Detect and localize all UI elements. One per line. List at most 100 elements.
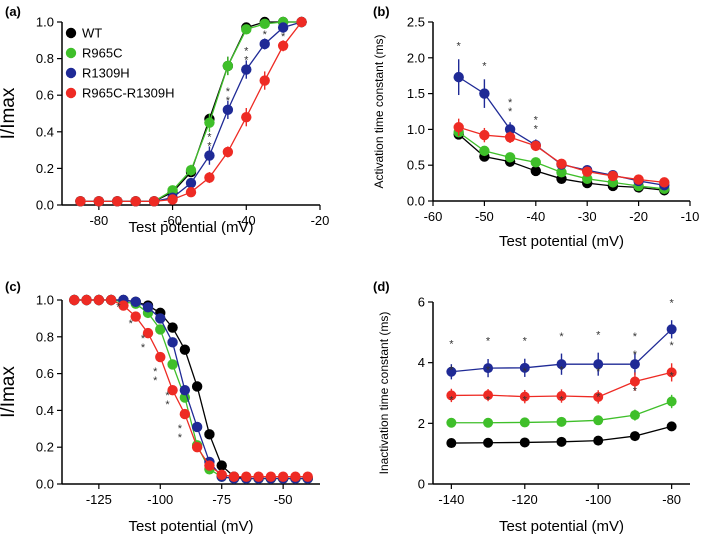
data-point (222, 146, 234, 158)
data-point (453, 71, 464, 83)
data-point (155, 351, 166, 363)
x-axis-title: Test potential (mV) (499, 518, 624, 535)
data-point (593, 359, 604, 370)
y-tick-label: 2 (418, 416, 425, 431)
x-tick-label: -10 (681, 209, 700, 224)
data-point (666, 396, 677, 407)
panel-label: (b) (373, 4, 390, 19)
significance-mark: * (178, 432, 183, 444)
data-point (167, 185, 178, 196)
data-point (593, 391, 604, 402)
data-point (75, 196, 86, 207)
data-point (185, 186, 197, 198)
data-point (222, 104, 234, 116)
y-tick-label: 2.0 (407, 50, 425, 65)
data-point (216, 460, 227, 471)
data-point (179, 392, 191, 403)
panel-label: (d) (373, 279, 390, 294)
data-point (593, 435, 604, 446)
x-tick-label: -40 (526, 209, 545, 224)
significance-mark: * (633, 331, 638, 343)
data-point (167, 322, 178, 333)
y-tick-label: 1.0 (407, 122, 425, 137)
data-point (204, 172, 215, 183)
data-point (179, 384, 191, 396)
significance-mark: * (633, 349, 638, 361)
y-axis-title: Activation time constant (ms) (372, 34, 386, 188)
significance-mark: * (534, 115, 539, 127)
y-axis-title: I/Imax (0, 87, 19, 139)
data-point (130, 196, 141, 207)
significance-mark: * (165, 390, 170, 402)
y-tick-label: 0.8 (36, 51, 54, 66)
data-point (479, 88, 490, 99)
legend-label: R965C (82, 46, 122, 61)
data-point (446, 438, 457, 449)
data-point (479, 145, 490, 157)
series-r965c (69, 294, 313, 484)
significance-mark: * (449, 339, 454, 351)
data-point (167, 337, 178, 348)
data-point (446, 366, 457, 377)
data-point (179, 344, 191, 355)
data-point (629, 376, 640, 387)
x-tick-label: -75 (212, 492, 231, 507)
significance-mark: * (281, 31, 286, 43)
y-tick-label: 0.8 (36, 329, 54, 344)
x-tick-label: -30 (578, 209, 597, 224)
significance-mark: * (596, 329, 601, 341)
significance-mark: * (670, 370, 675, 382)
significance-mark: * (670, 340, 675, 352)
series-wt (69, 294, 313, 484)
significance-mark: * (633, 386, 638, 398)
data-point (228, 471, 240, 482)
y-tick-label: 2.5 (407, 15, 425, 30)
significance-mark: * (534, 124, 539, 136)
significance-mark: * (116, 302, 121, 314)
data-point (204, 429, 215, 440)
data-point (118, 300, 129, 311)
x-tick-label: -100 (585, 492, 611, 507)
x-axis-title: Test potential (mV) (499, 233, 624, 250)
y-tick-label: 0.4 (36, 124, 54, 139)
data-point (556, 359, 567, 370)
x-tick-label: -40 (237, 213, 256, 228)
series-wt (446, 421, 677, 449)
series-r965c-r1309h (446, 363, 677, 404)
y-tick-label: 6 (418, 295, 425, 310)
significance-mark: * (508, 106, 513, 118)
data-point (530, 140, 541, 152)
data-point (155, 313, 166, 324)
significance-mark: * (226, 95, 231, 107)
data-point (204, 117, 215, 128)
data-point (277, 471, 289, 482)
significance-mark: * (153, 366, 158, 378)
data-point (302, 471, 313, 482)
y-tick-label: 1.0 (36, 15, 54, 30)
x-tick-label: -80 (662, 492, 681, 507)
x-axis-title: Test potential (mV) (128, 219, 253, 236)
panel-label: (a) (5, 4, 21, 19)
y-axis-title: I/Imax (0, 366, 19, 418)
significance-mark: * (207, 132, 212, 144)
data-point (241, 64, 252, 75)
data-point (259, 38, 270, 50)
significance-mark: * (486, 364, 491, 376)
data-point (530, 165, 541, 177)
data-point (222, 60, 234, 72)
data-point (453, 122, 464, 133)
significance-mark: * (508, 97, 513, 109)
data-point (519, 437, 530, 448)
data-point (666, 324, 677, 335)
x-tick-label: -50 (475, 209, 494, 224)
significance-mark: * (141, 333, 146, 345)
significance-mark: * (486, 336, 491, 348)
data-point (556, 158, 567, 169)
data-point (265, 471, 277, 482)
legend-label: WT (82, 26, 102, 41)
significance-mark: * (457, 41, 462, 53)
data-point (277, 22, 289, 33)
significance-mark: * (523, 366, 528, 378)
panel-d: (d) 0 2 4 6 -140 -120 -100 -80 Test potential (mV… (373, 279, 690, 535)
